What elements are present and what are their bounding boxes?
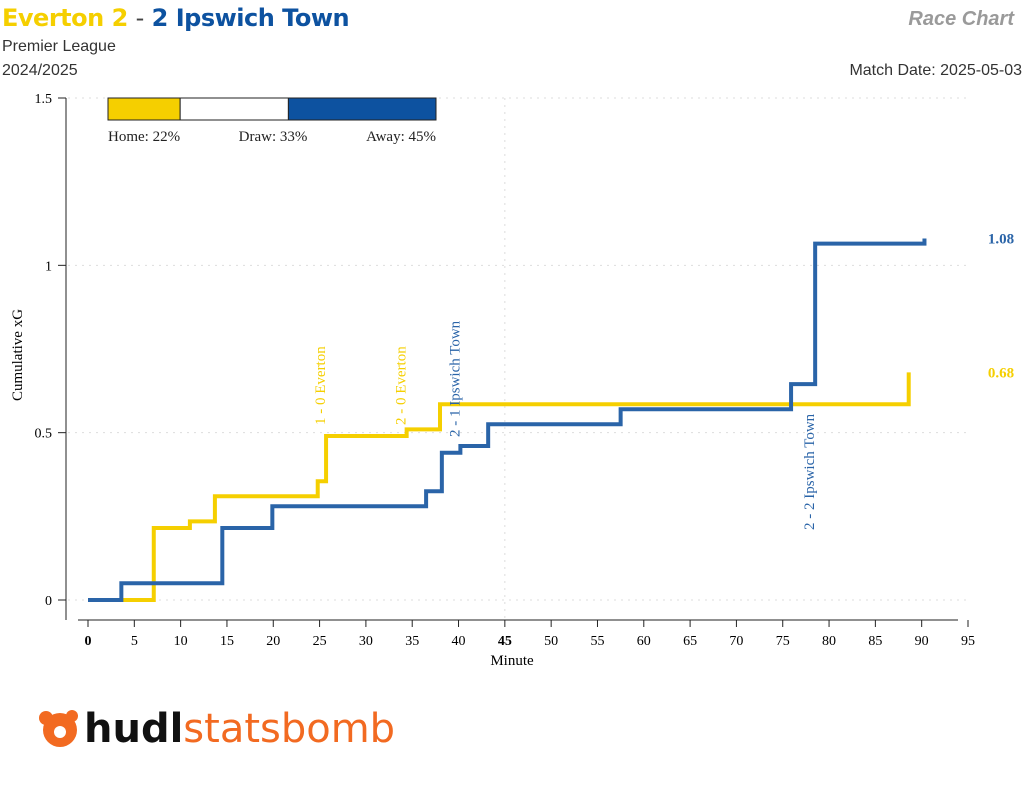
x-tick-label: 10: [174, 634, 188, 649]
goal-annotation: 2 - 0 Everton: [394, 346, 410, 425]
match-title: Everton 2 - 2 Ipswich Town: [2, 4, 350, 32]
prob-draw-label: Draw: 33%: [239, 129, 308, 145]
y-tick-label: 1: [45, 259, 52, 274]
series-line-home: [88, 372, 911, 602]
hudl-statsbomb-logo: hudl statsbomb: [36, 706, 395, 752]
final-xg-label: 0.68: [988, 365, 1014, 381]
series-line-away: [88, 238, 927, 602]
match-date: Match Date: 2025-05-03: [849, 62, 1022, 79]
season: 2024/2025: [2, 62, 78, 79]
win-probability-bar: Home: 22% Draw: 33% Away: 45%: [107, 97, 437, 145]
final-xg-label: 1.08: [988, 232, 1014, 248]
prob-home-label: Home: 22%: [108, 129, 180, 145]
y-tick-label: 0.5: [35, 427, 53, 442]
competition: Premier League: [2, 38, 116, 55]
x-tick-label: 15: [220, 634, 234, 649]
prob-draw-bar: [179, 97, 289, 121]
goal-annotation: 1 - 0 Everton: [313, 346, 329, 425]
x-tick-label: 75: [776, 634, 790, 649]
x-tick-label: 80: [822, 634, 836, 649]
away-team: Ipswich Town: [175, 4, 350, 32]
x-tick-label: 45: [498, 634, 512, 649]
chart-type-label: Race Chart: [908, 8, 1014, 30]
x-tick-label: 0: [85, 634, 92, 649]
x-tick-label: 50: [544, 634, 558, 649]
prob-away-label: Away: 45%: [366, 129, 436, 145]
x-tick-label: 95: [961, 634, 975, 649]
x-tick-label: 70: [729, 634, 743, 649]
x-tick-label: 85: [868, 634, 882, 649]
home-score: 2: [111, 4, 129, 32]
x-tick-label: 35: [405, 634, 419, 649]
prob-away-bar: [287, 97, 437, 121]
score-separator: -: [135, 4, 145, 32]
x-tick-label: 40: [452, 634, 466, 649]
logo-text-hudl: hudl: [84, 706, 184, 752]
logo-text-statsbomb: statsbomb: [183, 706, 396, 752]
home-team: Everton: [2, 4, 104, 32]
x-tick-label: 25: [313, 634, 327, 649]
x-tick-label: 30: [359, 634, 373, 649]
race-chart: 0 0.5 1 1.5 0 5 10 15 20 25 30 35 40 45 50 55 60 65 70 75 80…: [10, 92, 1014, 669]
goal-annotation: 2 - 1 Ipswich Town: [447, 320, 463, 437]
x-tick-label: 20: [266, 634, 280, 649]
x-tick-label: 90: [915, 634, 929, 649]
goal-annotation: 2 - 2 Ipswich Town: [802, 413, 818, 530]
x-axis-label: Minute: [490, 653, 534, 669]
y-axis-label: Cumulative xG: [10, 309, 26, 401]
y-tick-label: 0: [45, 594, 52, 609]
x-tick-label: 65: [683, 634, 697, 649]
prob-home-bar: [107, 97, 181, 121]
y-tick-label: 1.5: [35, 92, 53, 107]
x-tick-label: 60: [637, 634, 651, 649]
away-score: 2: [151, 4, 169, 32]
x-tick-label: 55: [590, 634, 604, 649]
statsbomb-logo-icon: [39, 710, 78, 747]
x-tick-label: 5: [131, 634, 138, 649]
